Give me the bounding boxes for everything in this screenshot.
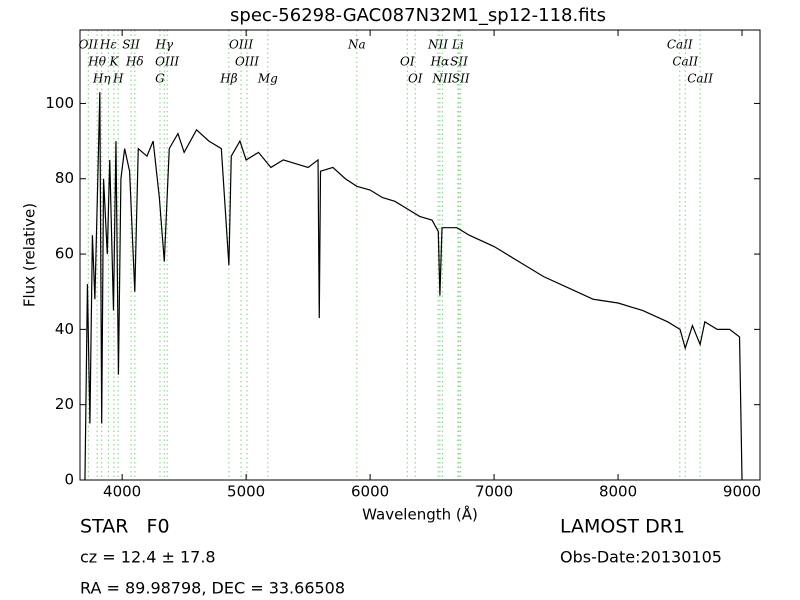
x-tick-label: 6000 xyxy=(351,483,389,501)
x-tick-label: 4000 xyxy=(103,483,141,501)
redshift: cz = 12.4 ± 17.8 xyxy=(80,548,216,567)
spectral-line-label: CaII xyxy=(672,55,698,69)
spectral-line-label: SII xyxy=(452,72,470,86)
spectral-line-label: OI xyxy=(400,55,415,69)
y-tick-label: 60 xyxy=(55,245,74,263)
obs-date: Obs-Date:20130105 xyxy=(560,548,722,567)
spectral-line-label: Hθ xyxy=(87,55,106,69)
spectral-line-label: Li xyxy=(451,38,464,52)
y-tick-label: 40 xyxy=(55,320,74,338)
y-tick-label: 100 xyxy=(45,94,74,112)
x-axis-label: Wavelength (Å) xyxy=(362,505,478,524)
spectral-line-label: G xyxy=(155,72,165,86)
y-tick-label: 0 xyxy=(64,471,74,489)
x-tick-label: 8000 xyxy=(599,483,637,501)
object-class: STAR F0 xyxy=(80,516,170,538)
spectral-line-label: OIII xyxy=(155,55,179,69)
chart-title: spec-56298-GAC087N32M1_sp12-118.fits xyxy=(230,5,606,26)
spectrum-line xyxy=(84,92,743,481)
spectral-line-label: Hη xyxy=(92,72,111,86)
x-tick-label: 7000 xyxy=(475,483,513,501)
spectral-line-label: Hα xyxy=(430,55,450,69)
spectral-line-label: Hγ xyxy=(154,38,173,52)
spectral-line-label: H xyxy=(112,72,124,86)
spectral-line-label: OII xyxy=(79,38,99,52)
spectral-line-label: Mg xyxy=(257,72,278,86)
spectral-line-label: OI xyxy=(408,72,423,86)
spectral-line-label: K xyxy=(108,55,119,69)
spectral-line-label: Na xyxy=(347,38,366,52)
spectral-line-label: Hβ xyxy=(219,72,237,86)
spectral-line-label: SII xyxy=(450,55,468,69)
spectral-line-label: NII xyxy=(427,38,448,52)
survey: LAMOST DR1 xyxy=(560,516,685,538)
spectral-line-label: Hδ xyxy=(125,55,144,69)
x-tick-label: 5000 xyxy=(227,483,265,501)
spectral-line-label: Hε xyxy=(99,38,117,52)
spectral-line-label: NII xyxy=(431,72,452,86)
spectral-line-label: CaII xyxy=(687,72,713,86)
x-tick-label: 9000 xyxy=(723,483,761,501)
plot-frame xyxy=(79,29,761,481)
spectral-line-label: SII xyxy=(122,38,140,52)
spectral-line-label: OIII xyxy=(235,55,259,69)
spectral-line-label: OIII xyxy=(229,38,253,52)
spectral-line-label: CaII xyxy=(667,38,693,52)
y-axis-label: Flux (relative) xyxy=(21,203,39,307)
y-tick-label: 80 xyxy=(55,169,74,187)
y-tick-label: 20 xyxy=(55,395,74,413)
coordinates: RA = 89.98798, DEC = 33.66508 xyxy=(80,579,345,598)
